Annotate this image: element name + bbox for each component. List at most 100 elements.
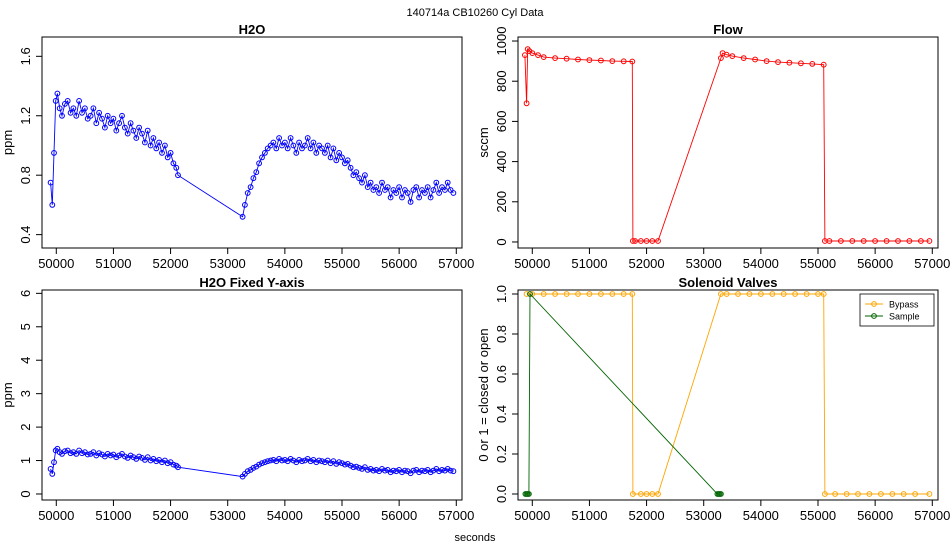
data-point: [102, 124, 108, 131]
data-point: [522, 52, 528, 58]
y-tick-label: 1: [18, 457, 33, 464]
data-point: [758, 291, 764, 297]
data-point: [630, 491, 636, 497]
y-tick-label: 1.2: [18, 107, 33, 125]
data-point: [316, 142, 323, 149]
data-point: [382, 467, 388, 474]
data-point: [51, 150, 57, 156]
data-point: [780, 291, 787, 297]
data-point: [93, 120, 100, 127]
data-point: [373, 467, 380, 473]
x-tick-label: 56000: [857, 508, 893, 523]
data-point: [153, 145, 160, 152]
y-tick-label: 0.8: [18, 166, 33, 184]
chart-title: H2O: [239, 22, 266, 37]
data-point: [344, 461, 351, 467]
data-point: [430, 467, 437, 474]
data-point: [276, 456, 283, 462]
data-point: [156, 139, 163, 146]
data-point: [299, 458, 305, 465]
data-point: [609, 291, 616, 297]
x-tick-label: 57000: [438, 508, 474, 523]
data-point: [256, 461, 263, 468]
data-point: [450, 190, 457, 196]
y-tick-label: 4: [18, 357, 33, 364]
data-point: [239, 213, 246, 220]
data-point: [419, 187, 425, 193]
y-tick-label: 200: [494, 191, 509, 213]
data-point: [535, 52, 541, 58]
data-point: [290, 457, 297, 464]
data-point: [324, 142, 331, 149]
data-point: [598, 291, 604, 297]
data-point: [307, 145, 314, 152]
data-point: [313, 150, 320, 156]
data-point: [404, 190, 411, 196]
data-point: [124, 130, 131, 137]
data-point: [370, 187, 377, 193]
data-point: [820, 61, 827, 68]
data-point: [364, 184, 371, 191]
series-line: [524, 47, 930, 242]
data-point: [104, 451, 111, 457]
chart-h2o-fixed: H2O Fixed Y-axis ppm 50000 51000 52000 53000 5…: [0, 275, 474, 523]
y-axis-label: sccm: [476, 127, 491, 157]
data-point: [444, 466, 451, 472]
data-point: [629, 291, 636, 297]
data-point: [926, 491, 933, 497]
data-point: [299, 145, 305, 152]
data-point: [792, 291, 798, 297]
x-tick-label: 56000: [857, 256, 893, 271]
data-point: [79, 109, 85, 116]
data-point: [144, 454, 151, 461]
data-point: [276, 135, 283, 141]
x-tick-label: 50000: [38, 508, 74, 523]
x-tick-label: 53000: [210, 256, 246, 271]
data-point: [763, 58, 770, 64]
data-point: [175, 172, 181, 179]
data-point: [242, 202, 248, 208]
data-point: [116, 452, 122, 459]
data-point: [563, 291, 570, 297]
data-point: [586, 291, 593, 297]
data-point: [586, 57, 593, 63]
y-tick-label: 1.0: [494, 285, 509, 303]
data-point: [718, 491, 724, 497]
data-point: [629, 58, 636, 65]
data-point: [379, 466, 385, 472]
data-point: [655, 238, 661, 244]
data-point: [287, 456, 294, 462]
chart-solenoid-valves: Solenoid Valves 0 or 1 = closed or open 50…: [476, 275, 950, 523]
data-point: [413, 184, 420, 191]
data-point: [798, 60, 804, 67]
data-point: [540, 291, 547, 297]
data-point: [803, 291, 810, 297]
data-point: [279, 142, 285, 149]
data-point: [424, 184, 431, 191]
data-point: [529, 50, 536, 56]
data-point: [912, 491, 918, 497]
plot-frame: [517, 289, 939, 501]
data-point: [752, 56, 758, 63]
data-point: [256, 160, 263, 167]
data-point: [860, 238, 867, 244]
data-point: [769, 291, 776, 297]
data-point: [367, 179, 374, 186]
data-point: [347, 462, 354, 469]
data-point: [866, 491, 873, 497]
data-point: [356, 175, 363, 182]
y-tick-label: 600: [494, 111, 509, 133]
data-point: [122, 453, 128, 460]
x-tick-label: 52000: [628, 508, 664, 523]
data-point: [56, 105, 63, 112]
data-point: [552, 55, 558, 61]
data-point: [247, 184, 254, 191]
data-point: [832, 491, 838, 497]
x-tick-label: 54000: [743, 256, 779, 271]
data-point: [826, 238, 833, 244]
y-tick-label: 0.2: [494, 445, 509, 463]
data-point: [630, 238, 636, 244]
data-point: [327, 154, 334, 161]
data-point: [170, 160, 177, 167]
data-point: [563, 55, 570, 62]
